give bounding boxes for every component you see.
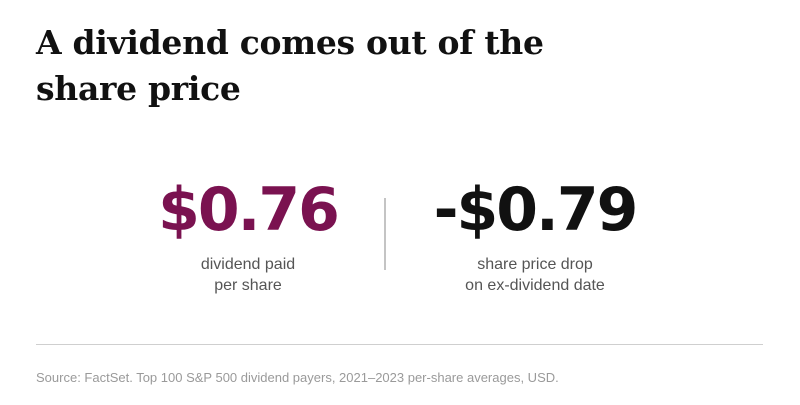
stat-divider	[384, 198, 386, 270]
page-title: A dividend comes out of the share price	[36, 23, 544, 108]
dividend-label-line2: per share	[214, 277, 282, 294]
dividend-label-line1: dividend paid	[200, 256, 296, 273]
price-drop-value: -$0.79	[433, 175, 639, 245]
dividend-value: $0.76	[158, 175, 340, 245]
source-note: Source: FactSet. Top 100 S&P 500 dividen…	[36, 370, 559, 385]
price-drop-label: share price drop on ex-dividend date	[420, 254, 650, 296]
dividend-stat: $0.76 dividend paid per share	[150, 174, 346, 296]
footer-rule	[36, 344, 763, 345]
price-drop-label-line1: share price drop	[477, 256, 593, 273]
price-drop-label-line2: on ex-dividend date	[465, 277, 605, 294]
price-drop-stat: -$0.79 share price drop on ex-dividend d…	[420, 174, 650, 296]
dividend-label: dividend paid per share	[150, 254, 346, 296]
